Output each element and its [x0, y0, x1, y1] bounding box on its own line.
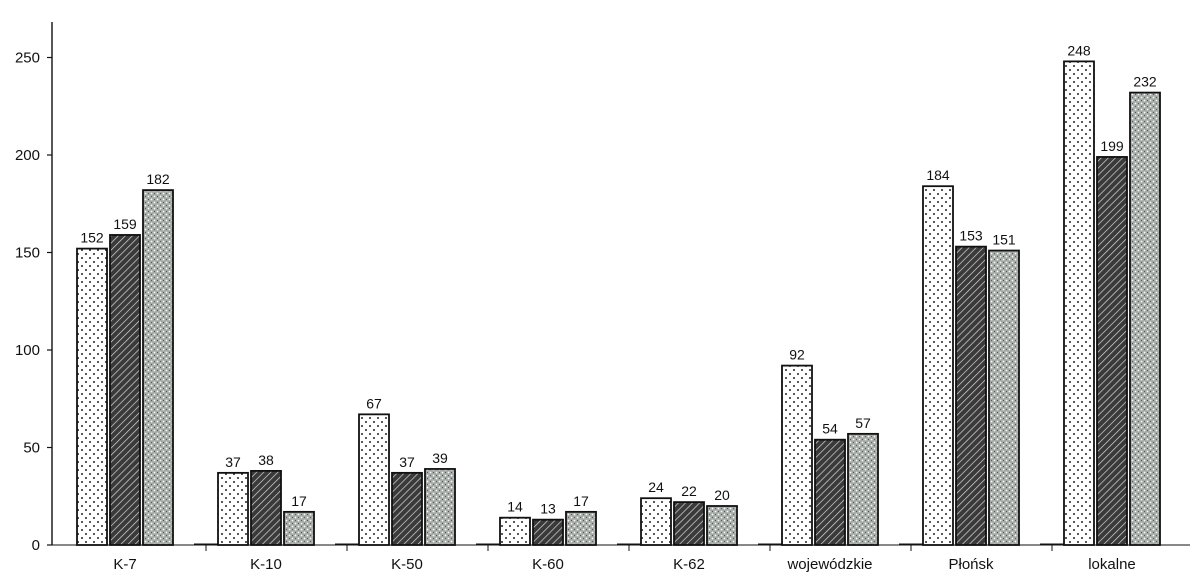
bar-hatch: [250, 469, 282, 546]
bar-dots: [640, 497, 672, 546]
bar-value-label: 92: [789, 347, 805, 363]
bar-value-label: 22: [681, 483, 697, 499]
bar-hatch: [814, 438, 846, 546]
bar-value-label: 54: [822, 421, 838, 437]
bar-dots: [1063, 60, 1095, 546]
bar-hatch: [391, 471, 423, 546]
bar-grainy: [988, 249, 1020, 546]
bar-value-label: 152: [80, 230, 104, 246]
bar-grainy: [142, 189, 174, 546]
category-label: K-60: [532, 556, 564, 573]
bar-grainy: [706, 505, 738, 546]
bar-grainy: [283, 510, 315, 546]
category-label: K-50: [391, 556, 423, 573]
bar-value-label: 13: [540, 501, 556, 517]
bar-dots: [499, 516, 531, 546]
bar-dots: [781, 364, 813, 546]
bar-value-label: 24: [648, 479, 664, 495]
bar-dots: [358, 413, 390, 546]
bar-value-label: 57: [855, 415, 871, 431]
bar-value-label: 67: [366, 395, 382, 411]
bar-value-label: 17: [573, 493, 589, 509]
bar-value-label: 182: [146, 171, 170, 187]
bar-value-label: 248: [1067, 42, 1091, 58]
bar-grainy: [1129, 91, 1161, 546]
bar-hatch: [955, 245, 987, 546]
bar-dots: [76, 247, 108, 546]
bar-value-label: 159: [113, 216, 137, 232]
y-tick-label: 200: [15, 147, 40, 164]
bar-value-label: 38: [258, 452, 274, 468]
bar-grainy: [565, 510, 597, 546]
bar-value-label: 39: [432, 450, 448, 466]
bar-grainy: [424, 468, 456, 546]
bar-hatch: [109, 234, 141, 546]
bar-dots: [922, 185, 954, 546]
bar-value-label: 37: [399, 454, 415, 470]
bar-value-label: 20: [714, 487, 730, 503]
category-label: K-10: [250, 556, 282, 573]
category-label: lokalne: [1088, 556, 1136, 573]
category-label: Płońsk: [948, 556, 994, 573]
category-label: K-7: [113, 556, 136, 573]
bar-value-label: 184: [926, 167, 950, 183]
y-tick-label: 150: [15, 245, 40, 262]
y-tick-label: 100: [15, 342, 40, 359]
y-tick-label: 0: [32, 537, 40, 554]
bar-value-label: 232: [1133, 74, 1157, 90]
bar-value-label: 37: [225, 454, 241, 470]
bar-hatch: [673, 501, 705, 546]
chart-labels: 152 159 182 K-7 37 38 17 K-10 67 37 39 K-50 14 13 17 K-…: [80, 42, 1157, 573]
chart-bars: [76, 60, 1161, 546]
bar-value-label: 199: [1100, 138, 1124, 154]
bar-value-label: 14: [507, 499, 523, 515]
bar-value-label: 151: [992, 232, 1016, 248]
bar-grainy: [847, 432, 879, 546]
bar-hatch: [1096, 156, 1128, 546]
category-label: K-62: [673, 556, 705, 573]
bar-dots: [217, 471, 249, 546]
bar-value-label: 17: [291, 493, 307, 509]
y-tick-label: 50: [23, 440, 40, 457]
bar-hatch: [532, 518, 564, 546]
y-tick-label: 250: [15, 50, 40, 67]
category-label: wojewódzkie: [786, 556, 872, 573]
bar-value-label: 153: [959, 228, 983, 244]
